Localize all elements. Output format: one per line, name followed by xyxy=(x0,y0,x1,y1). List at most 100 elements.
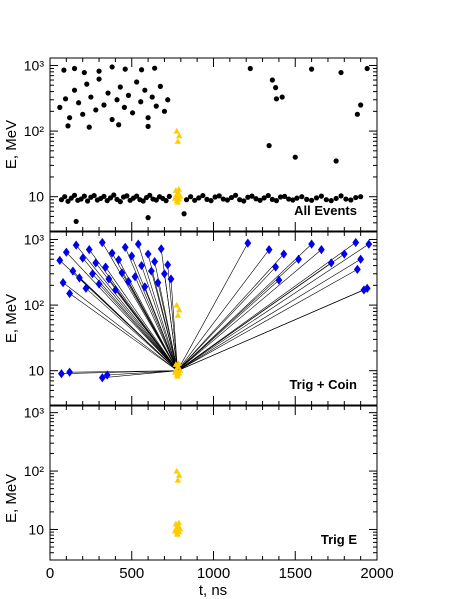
data-point xyxy=(292,154,298,160)
data-point xyxy=(101,102,107,108)
data-point xyxy=(249,193,255,199)
data-point xyxy=(318,245,325,255)
coincidence-link xyxy=(79,277,178,371)
data-point xyxy=(103,370,111,380)
data-point xyxy=(79,253,87,263)
data-point xyxy=(354,111,360,117)
data-point xyxy=(56,255,64,265)
data-point xyxy=(76,273,83,283)
data-point xyxy=(266,143,272,149)
data-point xyxy=(173,467,180,474)
data-point xyxy=(247,65,253,72)
data-point xyxy=(151,257,159,267)
data-point xyxy=(365,239,373,249)
data-point xyxy=(216,193,222,199)
data-point xyxy=(92,258,100,268)
data-point xyxy=(88,94,94,100)
data-point xyxy=(58,197,65,203)
data-point xyxy=(327,258,335,268)
data-point xyxy=(175,186,183,192)
coincidence-link xyxy=(82,257,178,371)
data-point xyxy=(165,97,171,103)
x-tick-label: 500 xyxy=(119,565,144,582)
data-point xyxy=(147,192,153,198)
data-point xyxy=(358,102,364,108)
data-point xyxy=(272,262,280,272)
data-point xyxy=(166,193,172,200)
coincidence-link xyxy=(164,273,178,371)
data-point xyxy=(111,192,117,198)
x-tick-label: 1500 xyxy=(279,565,312,582)
data-point xyxy=(96,68,102,74)
data-point xyxy=(124,193,130,199)
coincidence-link xyxy=(62,282,178,371)
coincidence-link xyxy=(107,370,178,376)
data-point xyxy=(174,476,182,483)
panel-trig-coin: 10 10² 10³ Trig + Coin E, MeV xyxy=(3,231,378,406)
data-point xyxy=(333,195,339,202)
data-point xyxy=(98,237,106,248)
data-point xyxy=(313,195,320,201)
coincidence-link xyxy=(177,279,280,371)
data-point xyxy=(121,242,129,252)
data-point xyxy=(134,79,140,85)
data-point xyxy=(176,366,184,373)
data-point xyxy=(183,197,190,203)
data-point xyxy=(71,87,78,93)
coincidence-link xyxy=(177,288,368,371)
y-tick-label: 10 xyxy=(28,521,44,537)
coincidence-link xyxy=(85,288,178,371)
coincidence-link xyxy=(144,286,178,371)
data-point xyxy=(145,115,151,121)
data-point xyxy=(176,525,184,532)
data-point xyxy=(353,264,361,274)
data-point xyxy=(275,275,283,285)
data-point xyxy=(61,67,67,73)
panel-trig-e: 10 10² 10³ Trig E E, MeV xyxy=(3,405,378,561)
coincidence-link xyxy=(128,281,178,371)
data-point xyxy=(149,94,155,100)
y-tick-label: 10² xyxy=(24,297,45,313)
data-point xyxy=(89,269,96,279)
coincidence-link xyxy=(170,278,178,371)
data-point xyxy=(175,132,183,139)
coincidence-link xyxy=(177,249,270,371)
data-point xyxy=(175,519,183,526)
data-point xyxy=(273,85,279,91)
data-point xyxy=(67,115,73,121)
data-point xyxy=(147,266,155,276)
data-point xyxy=(154,278,162,288)
data-point xyxy=(261,195,267,201)
data-point xyxy=(138,99,144,105)
data-point xyxy=(273,198,280,204)
coincidence-link xyxy=(75,244,178,371)
data-point xyxy=(138,67,145,73)
data-point xyxy=(353,194,359,201)
data-point xyxy=(163,198,169,204)
data-point xyxy=(269,77,275,83)
x-tick-label: 2000 xyxy=(360,565,393,582)
data-point xyxy=(81,69,87,76)
coincidence-link xyxy=(177,242,249,371)
data-point xyxy=(161,108,168,114)
data-point xyxy=(358,194,364,200)
data-point xyxy=(277,194,284,200)
data-point xyxy=(348,197,354,203)
data-point xyxy=(309,66,315,72)
data-point xyxy=(85,198,91,204)
data-point xyxy=(200,192,206,199)
data-point xyxy=(245,194,251,200)
data-point xyxy=(299,194,305,200)
data-point xyxy=(84,81,90,87)
y-tick-label: 10 xyxy=(28,189,44,205)
data-point xyxy=(174,198,181,205)
data-point xyxy=(114,97,120,103)
data-point xyxy=(117,199,123,205)
coincidence-link xyxy=(177,242,356,371)
data-point xyxy=(76,100,82,106)
data-point xyxy=(232,192,239,198)
data-point xyxy=(279,94,285,100)
x-axis: 0 500 1000 1500 2000 xyxy=(46,565,394,582)
data-point xyxy=(131,272,139,282)
